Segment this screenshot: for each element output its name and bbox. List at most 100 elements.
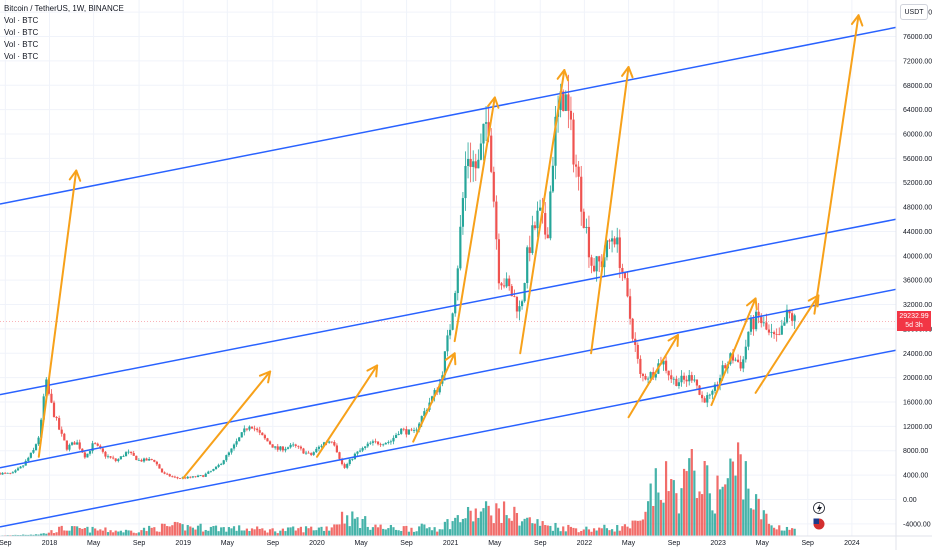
candle-body: [376, 441, 380, 445]
y-tick-label[interactable]: 72000.00: [903, 58, 932, 65]
channel-line[interactable]: [0, 218, 897, 396]
candle-body: [225, 455, 228, 461]
y-tick-label[interactable]: 0.00: [903, 497, 917, 504]
x-tick-label[interactable]: Sep: [668, 540, 681, 547]
candle-body: [171, 476, 174, 478]
candle-body: [292, 444, 295, 446]
y-tick-label[interactable]: 56000.00: [903, 156, 932, 163]
x-tick-label[interactable]: May: [622, 540, 636, 547]
volume-bar: [754, 494, 758, 536]
trend-arrow[interactable]: [182, 370, 272, 480]
volume-bar: [394, 529, 398, 536]
candle-body: [598, 256, 601, 262]
x-tick-label[interactable]: Sep: [267, 540, 280, 547]
trend-arrow[interactable]: [412, 352, 456, 443]
x-tick-label[interactable]: Sep: [0, 540, 12, 547]
x-tick-label[interactable]: May: [488, 540, 502, 547]
x-tick-label[interactable]: Sep: [534, 540, 547, 547]
volume-bar: [536, 519, 539, 536]
channel-lines[interactable]: [0, 26, 897, 528]
volume-bar: [181, 524, 184, 536]
trend-arrow[interactable]: [710, 297, 757, 407]
volume-bar: [685, 471, 688, 536]
y-tick-label[interactable]: -4000.00: [903, 521, 931, 528]
candle-body: [186, 476, 189, 479]
x-axis-ticks[interactable]: Sep 2018 May Sep 2019 May Sep 2020 May Sep 2021 May…: [0, 540, 860, 547]
volume-bar: [580, 530, 583, 536]
candle-body: [472, 161, 475, 167]
trend-arrow[interactable]: [519, 69, 566, 355]
y-tick-label[interactable]: 4000.00: [903, 473, 928, 480]
volume-bar: [266, 532, 269, 536]
x-tick-label[interactable]: May: [354, 540, 368, 547]
trend-arrows[interactable]: [37, 14, 864, 480]
candle-body: [675, 378, 678, 387]
candle-body: [222, 460, 225, 464]
y-tick-label[interactable]: 76000.00: [903, 34, 932, 41]
volume-bar: [518, 525, 521, 536]
y-tick-label[interactable]: 8000.00: [903, 448, 928, 455]
y-tick-label[interactable]: 52000.00: [903, 180, 932, 187]
x-tick-label[interactable]: 2021: [443, 540, 459, 547]
x-tick-label[interactable]: 2019: [175, 540, 191, 547]
candle-body: [63, 433, 66, 441]
volume-bar: [37, 534, 40, 536]
y-axis-ticks[interactable]: 80000.0076000.0072000.0068000.0064000.00…: [903, 10, 932, 529]
volume-bar: [330, 527, 333, 536]
volume-bar: [605, 528, 609, 536]
volume-bar: [515, 513, 519, 536]
y-tick-label[interactable]: 24000.00: [903, 351, 932, 358]
y-tick-label[interactable]: 36000.00: [903, 278, 932, 285]
volume-bar: [225, 531, 228, 536]
trend-arrow[interactable]: [453, 96, 496, 343]
x-tick-label[interactable]: 2018: [42, 540, 58, 547]
x-tick-label[interactable]: May: [756, 540, 770, 547]
y-tick-label[interactable]: 32000.00: [903, 302, 932, 309]
x-tick-label[interactable]: 2020: [309, 540, 325, 547]
y-tick-label[interactable]: 68000.00: [903, 83, 932, 90]
trend-arrow[interactable]: [315, 364, 379, 458]
x-tick-label[interactable]: 2023: [710, 540, 726, 547]
candle-body: [310, 453, 313, 455]
volume-indicator-3[interactable]: Vol · BTC: [4, 40, 39, 49]
y-tick-label[interactable]: 12000.00: [903, 424, 932, 431]
y-tick-label[interactable]: 44000.00: [903, 229, 932, 236]
channel-line[interactable]: [0, 288, 897, 469]
x-tick-label[interactable]: 2022: [577, 540, 593, 547]
trend-arrow[interactable]: [627, 334, 680, 419]
volume-indicator-2[interactable]: Vol · BTC: [4, 28, 39, 37]
trend-arrow[interactable]: [813, 14, 860, 315]
y-tick-label[interactable]: 48000.00: [903, 205, 932, 212]
x-tick-label[interactable]: Sep: [802, 540, 815, 547]
volume-bar: [364, 516, 367, 536]
x-tick-label[interactable]: Sep: [400, 540, 413, 547]
x-tick-label[interactable]: Sep: [133, 540, 146, 547]
y-tick-label[interactable]: 64000.00: [903, 107, 932, 114]
volume-bar: [749, 508, 753, 536]
volume-indicator-4[interactable]: Vol · BTC: [4, 52, 39, 61]
channel-line[interactable]: [0, 26, 897, 205]
candle-body: [423, 411, 426, 417]
trend-arrow[interactable]: [37, 169, 78, 458]
y-tick-label[interactable]: 60000.00: [903, 132, 932, 139]
x-tick-label[interactable]: May: [221, 540, 235, 547]
trend-arrow[interactable]: [590, 66, 630, 355]
volume-bar: [742, 499, 745, 536]
y-tick-label[interactable]: 20000.00: [903, 375, 932, 382]
channel-line[interactable]: [0, 349, 897, 528]
volume-bar: [55, 532, 58, 536]
x-tick-label[interactable]: 2024: [844, 540, 860, 547]
volume-indicator-1[interactable]: Vol · BTC: [4, 16, 39, 25]
currency-button[interactable]: USDT: [900, 4, 928, 20]
y-tick-label[interactable]: 16000.00: [903, 400, 932, 407]
symbol-title[interactable]: Bitcoin / TetherUS, 1W, BINANCE: [4, 4, 124, 13]
volume-bar: [119, 530, 122, 536]
y-tick-label[interactable]: 40000.00: [903, 253, 932, 260]
x-tick-label[interactable]: May: [87, 540, 101, 547]
volume-bar: [510, 520, 513, 536]
volume-bar: [778, 525, 781, 536]
volume-bar: [436, 531, 439, 536]
candle-body: [631, 318, 634, 339]
trend-arrow[interactable]: [754, 294, 820, 394]
